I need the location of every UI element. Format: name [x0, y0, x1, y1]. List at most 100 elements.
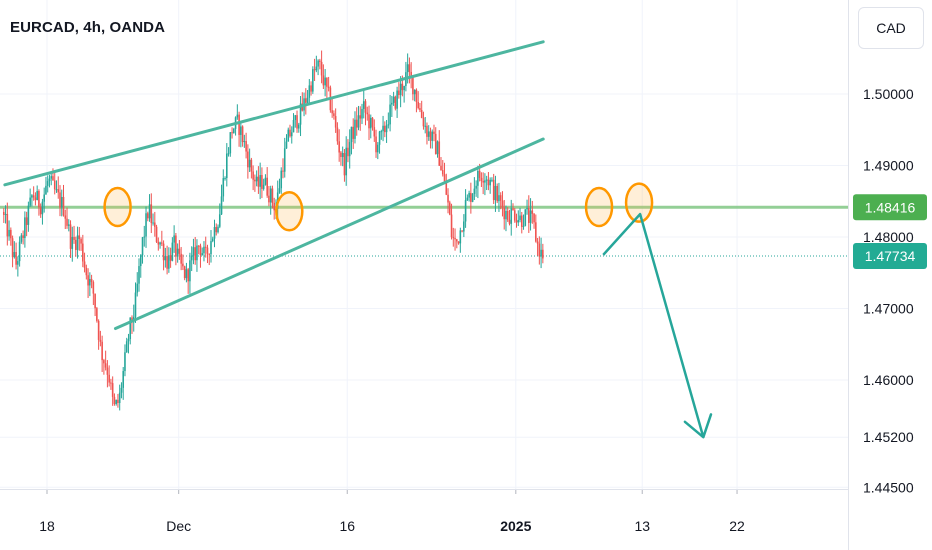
candle-body	[398, 90, 400, 96]
candle-body	[99, 339, 102, 342]
candle-body	[192, 247, 195, 256]
candle-body	[357, 115, 360, 128]
x-tick-label: 18	[39, 518, 55, 534]
candle-body	[71, 236, 74, 249]
candle-body	[218, 214, 221, 227]
candle-body	[3, 211, 5, 215]
candle-body	[80, 238, 82, 244]
candle-body	[269, 188, 272, 203]
candle-body	[520, 215, 523, 227]
candle-body	[34, 197, 37, 201]
candle-body	[4, 213, 7, 215]
candle-body	[74, 239, 77, 250]
candle-body	[392, 96, 395, 103]
candle-body	[355, 119, 358, 128]
candle-body	[408, 64, 411, 72]
candle-body	[117, 399, 119, 404]
highlight-circle	[275, 191, 304, 232]
candle-body	[362, 101, 365, 109]
candle-body	[522, 225, 525, 227]
candle-body	[150, 204, 153, 224]
candle-body	[364, 101, 367, 113]
candle-body	[87, 275, 89, 286]
candle-body	[31, 195, 33, 198]
candle-body	[103, 360, 105, 364]
candle-body	[155, 226, 158, 242]
candle-body	[217, 226, 219, 233]
candle-body	[410, 71, 412, 77]
candle-body	[101, 341, 103, 361]
candle-body	[125, 341, 128, 353]
candle-body	[220, 196, 223, 215]
candle-body	[24, 217, 26, 238]
candle-body	[334, 116, 337, 128]
time-axis: 18 Dec 16 2025 13 22	[0, 489, 848, 534]
candle-body	[113, 396, 116, 404]
candle-body	[229, 132, 232, 154]
candle-body	[503, 207, 506, 220]
candle-body	[183, 266, 186, 279]
candle-body	[510, 208, 513, 224]
candle-body	[18, 241, 21, 262]
candle-body	[45, 185, 47, 195]
candle-body	[273, 202, 276, 211]
candle-body	[96, 308, 98, 321]
candle-body	[152, 222, 154, 224]
candle-body	[145, 213, 147, 237]
candle-body	[427, 131, 430, 137]
candle-body	[89, 278, 91, 286]
candle-body	[173, 235, 175, 243]
candle-body	[215, 227, 218, 233]
highlight-circle	[624, 182, 654, 223]
candle-body	[11, 238, 14, 258]
candle-body	[231, 132, 233, 134]
candle-body	[459, 230, 462, 244]
candle-body	[489, 179, 491, 186]
x-tick-label: 2025	[500, 518, 531, 534]
candle-body	[25, 217, 28, 225]
candle-body	[154, 222, 156, 227]
candle-body	[73, 236, 75, 240]
candle-body	[252, 171, 254, 180]
candle-body	[13, 252, 16, 258]
candle-body	[110, 382, 112, 384]
candle-body	[169, 255, 172, 261]
candle-body	[378, 131, 381, 145]
candle-body	[255, 176, 258, 182]
candle-body	[441, 170, 444, 175]
candle-body	[204, 246, 207, 248]
candles	[3, 50, 544, 411]
channel-upper-line	[3, 40, 545, 187]
candle-body	[385, 125, 388, 133]
candle-body	[190, 255, 193, 261]
candle-body	[36, 191, 38, 201]
candle-body	[104, 363, 107, 368]
candle-body	[10, 229, 12, 239]
candle-body	[322, 75, 325, 86]
candle-body	[498, 195, 500, 202]
candle-body	[282, 170, 284, 172]
candle-body	[157, 241, 160, 245]
candle-body	[201, 253, 204, 255]
candle-body	[327, 86, 330, 88]
candle-body	[454, 238, 456, 240]
candle-body	[27, 205, 30, 225]
candle-body	[248, 159, 251, 168]
candle-body	[399, 83, 402, 96]
price-price-badge-label: 1.47734	[865, 248, 916, 264]
candle-body	[129, 317, 132, 340]
candle-body	[501, 200, 504, 208]
candle-body	[69, 224, 72, 249]
currency-button[interactable]: CAD	[858, 7, 924, 49]
candle-body	[468, 192, 470, 198]
candle-body	[250, 159, 253, 172]
candle-body	[473, 188, 476, 194]
candle-body	[261, 175, 263, 189]
candle-body	[85, 267, 88, 276]
candle-body	[531, 210, 534, 214]
candle-body	[161, 242, 163, 244]
candle-body	[359, 115, 362, 119]
candle-body	[419, 108, 421, 110]
candle-body	[433, 131, 435, 134]
